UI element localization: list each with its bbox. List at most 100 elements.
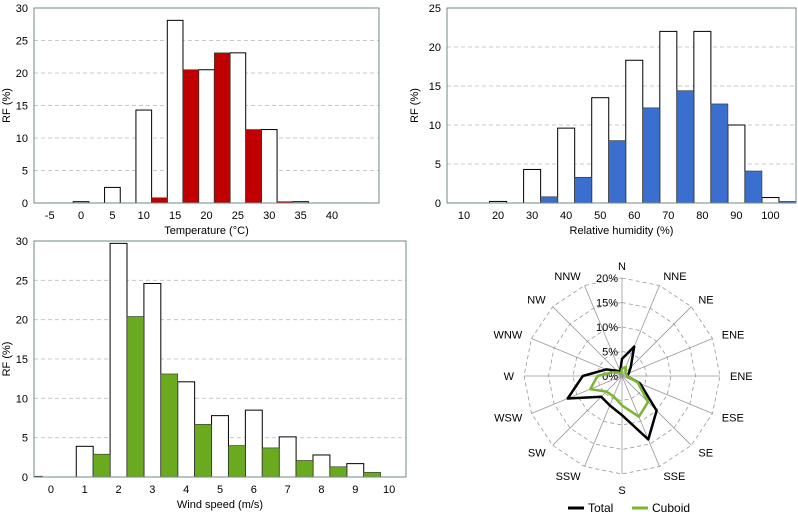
temperature-x-tick-label: 0 [78, 210, 84, 222]
wind-rose-direction-label: WNW [494, 330, 523, 342]
temperature-x-tick-label: 10 [138, 210, 150, 222]
wind-total-bar [109, 242, 128, 478]
wind-rose-spoke [621, 338, 713, 377]
humidity-x-tick-label: 10 [458, 210, 470, 222]
wind-total-bar [346, 463, 365, 478]
wind-rose-spoke [552, 306, 623, 377]
wind-subset-bar [126, 316, 145, 478]
temperature-x-tick-label: 15 [169, 210, 181, 222]
wind-x-tick-label: 0 [48, 484, 54, 496]
humidity-histogram: 0 5 10 15 20 25 10 20 30 40 50 60 70 80 90 100 Relative … [409, 3, 797, 237]
wind-subset-bar [261, 447, 280, 478]
humidity-subset-bar [574, 176, 593, 204]
temperature-total-bar [229, 52, 247, 204]
temperature-x-tick-label: 20 [200, 210, 212, 222]
wind-rose-direction-label: SSW [556, 471, 582, 483]
temperature-x-tick-label: 5 [109, 210, 115, 222]
temperature-total-bar [104, 186, 121, 204]
temperature-total-bar [260, 129, 278, 204]
temperature-y-tick-label: 30 [16, 3, 28, 15]
wind-x-tick-label: 8 [318, 484, 324, 496]
wind-speed-histogram: 0 5 10 15 20 25 30 0 1 2 3 4 5 6 7 8 9 10 Wind speed (m/s)… [1, 236, 407, 511]
wind-y-tick-label: 10 [16, 393, 28, 405]
temperature-subset-bar [151, 197, 168, 204]
humidity-total-bar [625, 59, 644, 204]
temperature-subset-bar [182, 69, 199, 204]
temperature-x-tick-label: -5 [45, 210, 55, 222]
wind-y-tick-label: 30 [16, 236, 28, 248]
humidity-y-tick-label: 0 [435, 198, 441, 210]
humidity-subset-bar [540, 196, 558, 204]
wind-rose-direction-label: SW [528, 447, 546, 459]
wind-y-tick-label: 15 [16, 354, 28, 366]
wind-y-tick-label: 25 [16, 275, 28, 287]
temperature-x-tick-label: 35 [294, 210, 306, 222]
wind-rose-series-total [566, 345, 658, 441]
humidity-total-bar [557, 127, 576, 204]
humidity-subset-bar [642, 107, 661, 204]
wind-subset-bar [228, 445, 246, 478]
wind-subset-bar [160, 373, 179, 478]
temperature-y-tick-label: 10 [16, 133, 28, 145]
humidity-subset-bar [710, 103, 729, 204]
humidity-y-tick-label: 15 [429, 81, 441, 93]
humidity-x-tick-label: 100 [761, 210, 779, 222]
humidity-subset-bar [676, 90, 695, 204]
wind-subset-bar [329, 466, 348, 478]
wind-rose-direction-label: NNW [554, 271, 581, 283]
wind-rose-ring-label: 15% [596, 298, 618, 310]
humidity-x-tick-label: 50 [594, 210, 606, 222]
humidity-total-bar [761, 197, 780, 204]
wind-rose-ring-label: 10% [596, 322, 618, 334]
wind-rose-direction-label: ESE [722, 412, 744, 424]
humidity-y-tick-label: 10 [429, 120, 441, 132]
wind-y-tick-label: 5 [22, 433, 28, 445]
humidity-total-bar [523, 168, 542, 204]
temperature-y-tick-label: 15 [16, 101, 28, 113]
wind-rose-ring [523, 277, 721, 475]
wind-rose: 0%5%10%15%20%NNNENEENEENEESESESSESSSWSWW… [494, 261, 753, 497]
wind-total-bar [312, 454, 331, 478]
wind-x-tick-label: 7 [285, 484, 291, 496]
wind-subset-bar [295, 460, 314, 478]
legend-cuboid-label: Cuboid [652, 501, 690, 515]
wind-subset-bar [92, 453, 111, 478]
temperature-subset-bar [245, 129, 262, 204]
wind-y-axis-label: RF (%) [1, 342, 13, 377]
temperature-subset-bar [214, 52, 231, 204]
wind-x-tick-label: 9 [352, 484, 358, 496]
humidity-total-bar [591, 97, 610, 204]
temperature-y-tick-label: 25 [16, 36, 28, 48]
temperature-x-tick-label: 25 [232, 210, 244, 222]
wind-rose-ring [597, 351, 647, 401]
wind-rose-spoke [621, 306, 692, 377]
wind-rose-direction-label: SSE [663, 471, 685, 483]
wind-total-bar [75, 445, 94, 478]
humidity-x-tick-label: 80 [696, 210, 708, 222]
temperature-plot-frame [33, 7, 380, 204]
temperature-y-axis-label: RF (%) [1, 88, 13, 123]
wind-subset-bar [363, 471, 381, 478]
wind-total-bar [143, 282, 162, 478]
wind-plot-frame [33, 240, 407, 478]
wind-x-tick-label: 4 [183, 484, 189, 496]
wind-rose-ring [572, 326, 672, 426]
wind-total-bar [177, 381, 196, 478]
wind-x-tick-label: 6 [251, 484, 257, 496]
temperature-y-tick-label: 20 [16, 68, 28, 80]
humidity-subset-bar [608, 140, 627, 204]
temperature-y-tick-label: 5 [22, 166, 28, 178]
wind-subset-bar [194, 423, 212, 478]
humidity-x-tick-label: 90 [730, 210, 742, 222]
wind-y-tick-label: 20 [16, 315, 28, 327]
wind-x-axis-label: Wind speed (m/s) [177, 499, 263, 511]
wind-total-bar [244, 409, 263, 478]
temperature-total-bar [166, 19, 184, 204]
humidity-y-axis-label: RF (%) [409, 88, 421, 123]
temperature-x-axis-label: Temperature (°C) [164, 225, 248, 237]
wind-rose-spoke [531, 375, 623, 414]
humidity-subset-bar [744, 170, 763, 204]
humidity-y-tick-label: 5 [435, 159, 441, 171]
wind-x-tick-label: 1 [82, 484, 88, 496]
